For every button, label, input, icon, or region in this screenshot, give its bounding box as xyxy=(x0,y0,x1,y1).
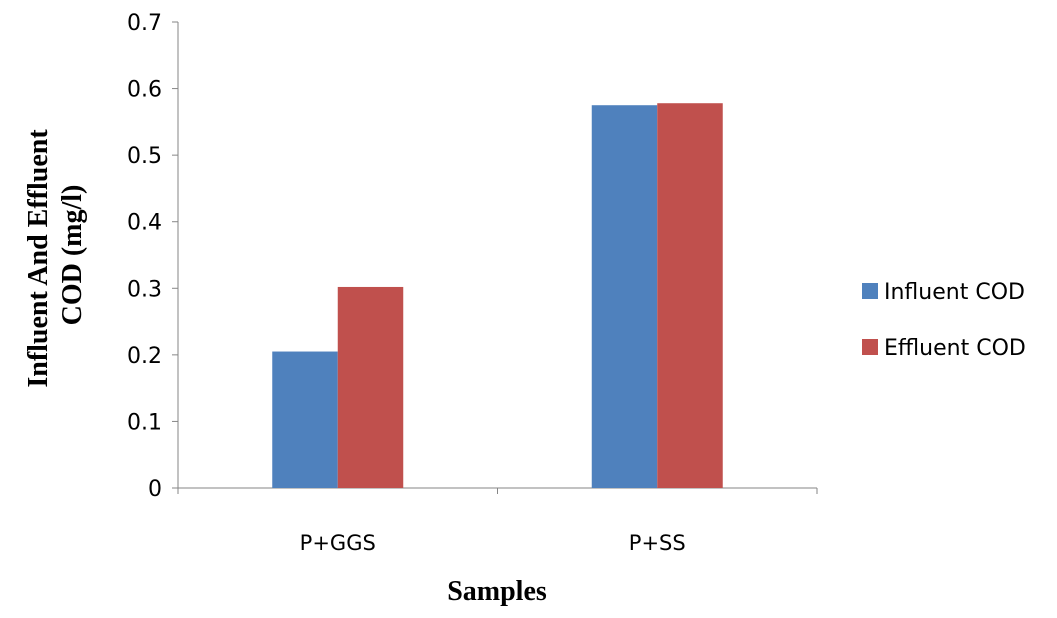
legend-swatch xyxy=(862,339,878,355)
y-tick-label: 0 xyxy=(148,477,162,502)
bars xyxy=(272,103,723,489)
y-tick-label: 0.3 xyxy=(127,277,162,302)
y-tick-label: 0.4 xyxy=(127,211,162,236)
legend-swatch xyxy=(862,283,878,299)
x-axis: P+GGS P+SS xyxy=(177,487,818,555)
x-category-label: P+SS xyxy=(629,531,686,555)
legend-label: Effluent COD xyxy=(884,336,1026,361)
y-axis: 0 0.1 0.2 0.3 0.4 0.5 0.6 0.7 xyxy=(127,11,179,502)
y-tick-label: 0.5 xyxy=(127,144,162,169)
y-axis-title: Influent And Effluent COD (mg/l) xyxy=(23,122,88,387)
y-tick-label: 0.7 xyxy=(127,11,162,36)
bar-effluent-cod-p-ss xyxy=(657,103,723,489)
y-tick-label: 0.2 xyxy=(127,344,162,369)
y-tick-label: 0.1 xyxy=(127,410,162,435)
x-axis-title: Samples xyxy=(447,576,547,607)
y-axis-title-line-1: Influent And Effluent xyxy=(23,129,54,388)
legend: Influent COD Effluent COD xyxy=(862,280,1026,361)
bar-effluent-cod-p-ggs xyxy=(337,286,404,488)
y-axis-title-line-2: COD (mg/l) xyxy=(57,185,88,326)
x-category-label: P+GGS xyxy=(300,531,376,555)
y-tick-label: 0.6 xyxy=(127,78,162,103)
bar-influent-cod-p-ggs xyxy=(272,351,338,488)
legend-label: Influent COD xyxy=(884,280,1025,305)
bar-influent-cod-p-ss xyxy=(591,105,658,488)
